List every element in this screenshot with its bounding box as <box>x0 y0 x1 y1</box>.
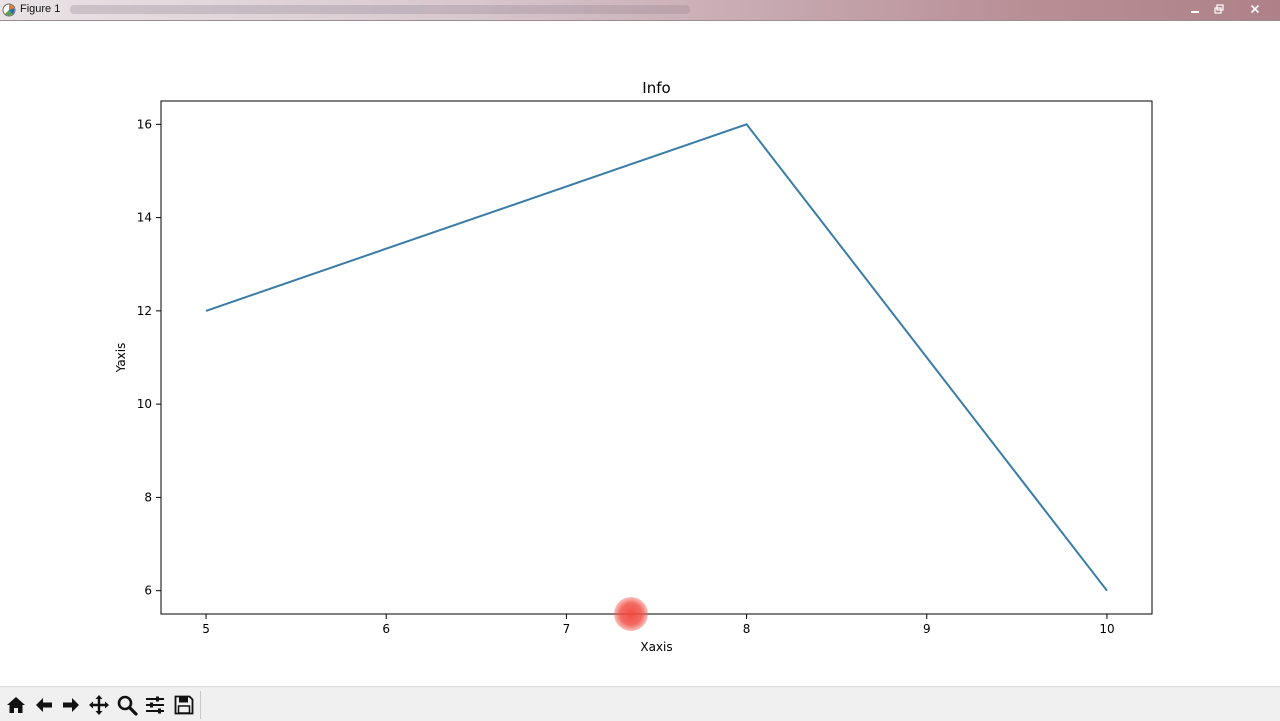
minimize-button[interactable] <box>1184 1 1206 17</box>
zoom-button[interactable] <box>114 692 140 718</box>
matplotlib-figure-icon <box>2 2 16 16</box>
close-icon <box>1250 4 1260 14</box>
floppy-disk-icon <box>173 694 195 716</box>
x-tick-label: 6 <box>382 622 390 636</box>
restore-button[interactable] <box>1208 1 1230 17</box>
y-axis-label: Yaxis <box>114 343 128 374</box>
cursor-highlight <box>614 597 648 631</box>
navigation-toolbar <box>0 686 1280 721</box>
figure-canvas[interactable]: 5 6 7 8 9 10 6 8 10 12 14 16 Info Xaxis Yaxis <box>0 21 1280 686</box>
restore-icon <box>1214 4 1224 14</box>
save-button[interactable] <box>171 692 197 718</box>
y-tick-label: 8 <box>144 490 152 504</box>
x-tick-label: 8 <box>743 622 751 636</box>
home-button[interactable] <box>3 692 29 718</box>
x-tick-label: 5 <box>202 622 210 636</box>
move-icon <box>88 694 110 716</box>
sliders-icon <box>144 694 166 716</box>
magnifier-icon <box>116 694 138 716</box>
line-chart: 5 6 7 8 9 10 6 8 10 12 14 16 Info Xaxis Yaxis <box>0 21 1280 686</box>
minimize-icon <box>1190 4 1200 14</box>
x-tick-label: 7 <box>563 622 571 636</box>
window-title-detail-blurred <box>70 5 690 14</box>
x-axis-label: Xaxis <box>640 640 672 654</box>
window-title: Figure 1 <box>20 3 60 15</box>
x-tick-label: 9 <box>923 622 931 636</box>
forward-button[interactable] <box>58 692 84 718</box>
y-tick-label: 6 <box>144 584 152 598</box>
y-tick-label: 12 <box>137 304 152 318</box>
home-icon <box>5 694 27 716</box>
axes-frame <box>161 101 1152 614</box>
arrow-left-icon <box>33 694 55 716</box>
chart-title: Info <box>642 79 670 97</box>
close-button[interactable] <box>1244 1 1266 17</box>
back-button[interactable] <box>31 692 57 718</box>
toolbar-separator <box>200 691 201 719</box>
configure-subplots-button[interactable] <box>142 692 168 718</box>
y-tick-label: 14 <box>137 211 152 225</box>
title-bar[interactable]: Figure 1 <box>0 0 1280 21</box>
y-tick-label: 10 <box>137 397 152 411</box>
arrow-right-icon <box>60 694 82 716</box>
pan-button[interactable] <box>86 692 112 718</box>
y-tick-label: 16 <box>137 117 152 131</box>
x-tick-label: 10 <box>1099 622 1114 636</box>
